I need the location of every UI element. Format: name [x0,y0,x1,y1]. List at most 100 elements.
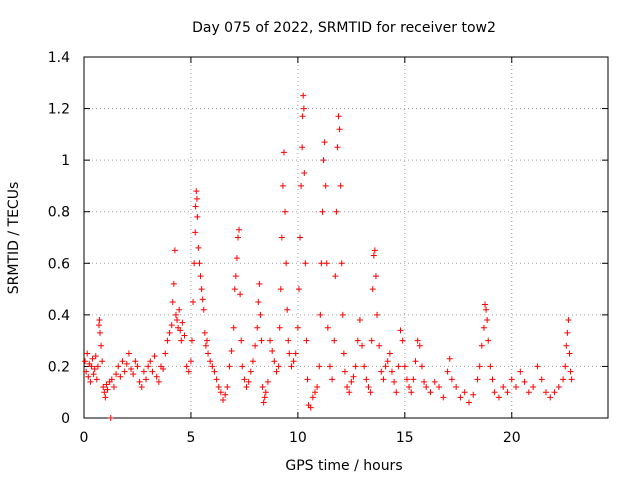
data-point [162,350,169,357]
data-point [190,298,197,305]
data-point [563,342,570,349]
data-point [256,280,263,287]
data-point [295,286,302,293]
x-tick-label: 15 [396,430,414,446]
data-point [130,371,137,378]
data-point [145,363,152,370]
data-point [93,376,100,383]
data-point [262,389,269,396]
data-point [277,286,284,293]
data-point [562,363,569,370]
data-point [237,291,244,298]
data-point [489,376,496,383]
data-point [401,363,408,370]
data-point [339,311,346,318]
data-point [181,332,188,339]
data-point [228,347,235,354]
data-point [230,324,237,331]
data-point [207,358,214,365]
data-point [568,376,575,383]
data-point [294,324,301,331]
data-point [346,389,353,396]
data-point [249,358,256,365]
data-point [241,376,248,383]
data-point [304,376,311,383]
data-point [260,399,267,406]
data-point [457,394,464,401]
data-point [178,337,185,344]
data-point [192,229,199,236]
data-point [290,358,297,365]
data-point [332,273,339,280]
data-point [414,337,421,344]
y-tick-label: 1 [61,153,70,169]
data-point [136,378,143,385]
data-point [269,347,276,354]
data-point [431,378,438,385]
data-point [84,350,91,357]
grid [84,57,608,418]
data-point [203,337,210,344]
data-point [302,260,309,267]
data-point [376,342,383,349]
data-point [508,376,515,383]
data-point [264,378,271,385]
data-point [453,384,460,391]
data-point [361,363,368,370]
data-point [476,363,483,370]
data-point [354,337,361,344]
data-point [495,394,502,401]
data-point [201,329,208,336]
data-point [179,319,186,326]
data-point [238,337,245,344]
data-point [318,260,325,267]
data-point [436,384,443,391]
data-point [213,376,220,383]
data-point [259,384,266,391]
data-point [513,384,520,391]
data-point [254,324,261,331]
data-point [107,415,114,421]
data-point [222,391,229,398]
data-point [149,368,156,375]
data-point [525,389,532,396]
data-point [297,234,304,241]
data-point [461,389,468,396]
data-point [87,378,94,385]
x-tick-label: 5 [186,430,195,446]
data-point [209,363,216,370]
data-point [155,378,162,385]
data-point [491,389,498,396]
data-point [530,384,537,391]
data-point [320,157,327,164]
x-tick-label: 20 [503,430,521,446]
data-point [336,126,343,133]
data-point [406,384,413,391]
data-point [565,317,572,324]
data-point [386,350,393,357]
data-point [267,337,274,344]
data-point [279,182,286,189]
y-tick-label: 1.2 [48,102,70,118]
data-point [85,373,92,380]
data-point [444,368,451,375]
data-point [98,342,105,349]
data-point [399,337,406,344]
data-point [299,144,306,151]
data-point [487,363,494,370]
data-point [368,337,375,344]
data-point [340,350,347,357]
data-point [412,358,419,365]
data-point [446,355,453,362]
data-point [534,363,541,370]
data-point [121,368,128,375]
data-point [196,260,203,267]
data-point [301,170,308,177]
data-point [410,376,417,383]
data-point [323,260,330,267]
data-point [278,234,285,241]
data-point [303,337,310,344]
data-point [371,247,378,254]
data-point [331,337,338,344]
